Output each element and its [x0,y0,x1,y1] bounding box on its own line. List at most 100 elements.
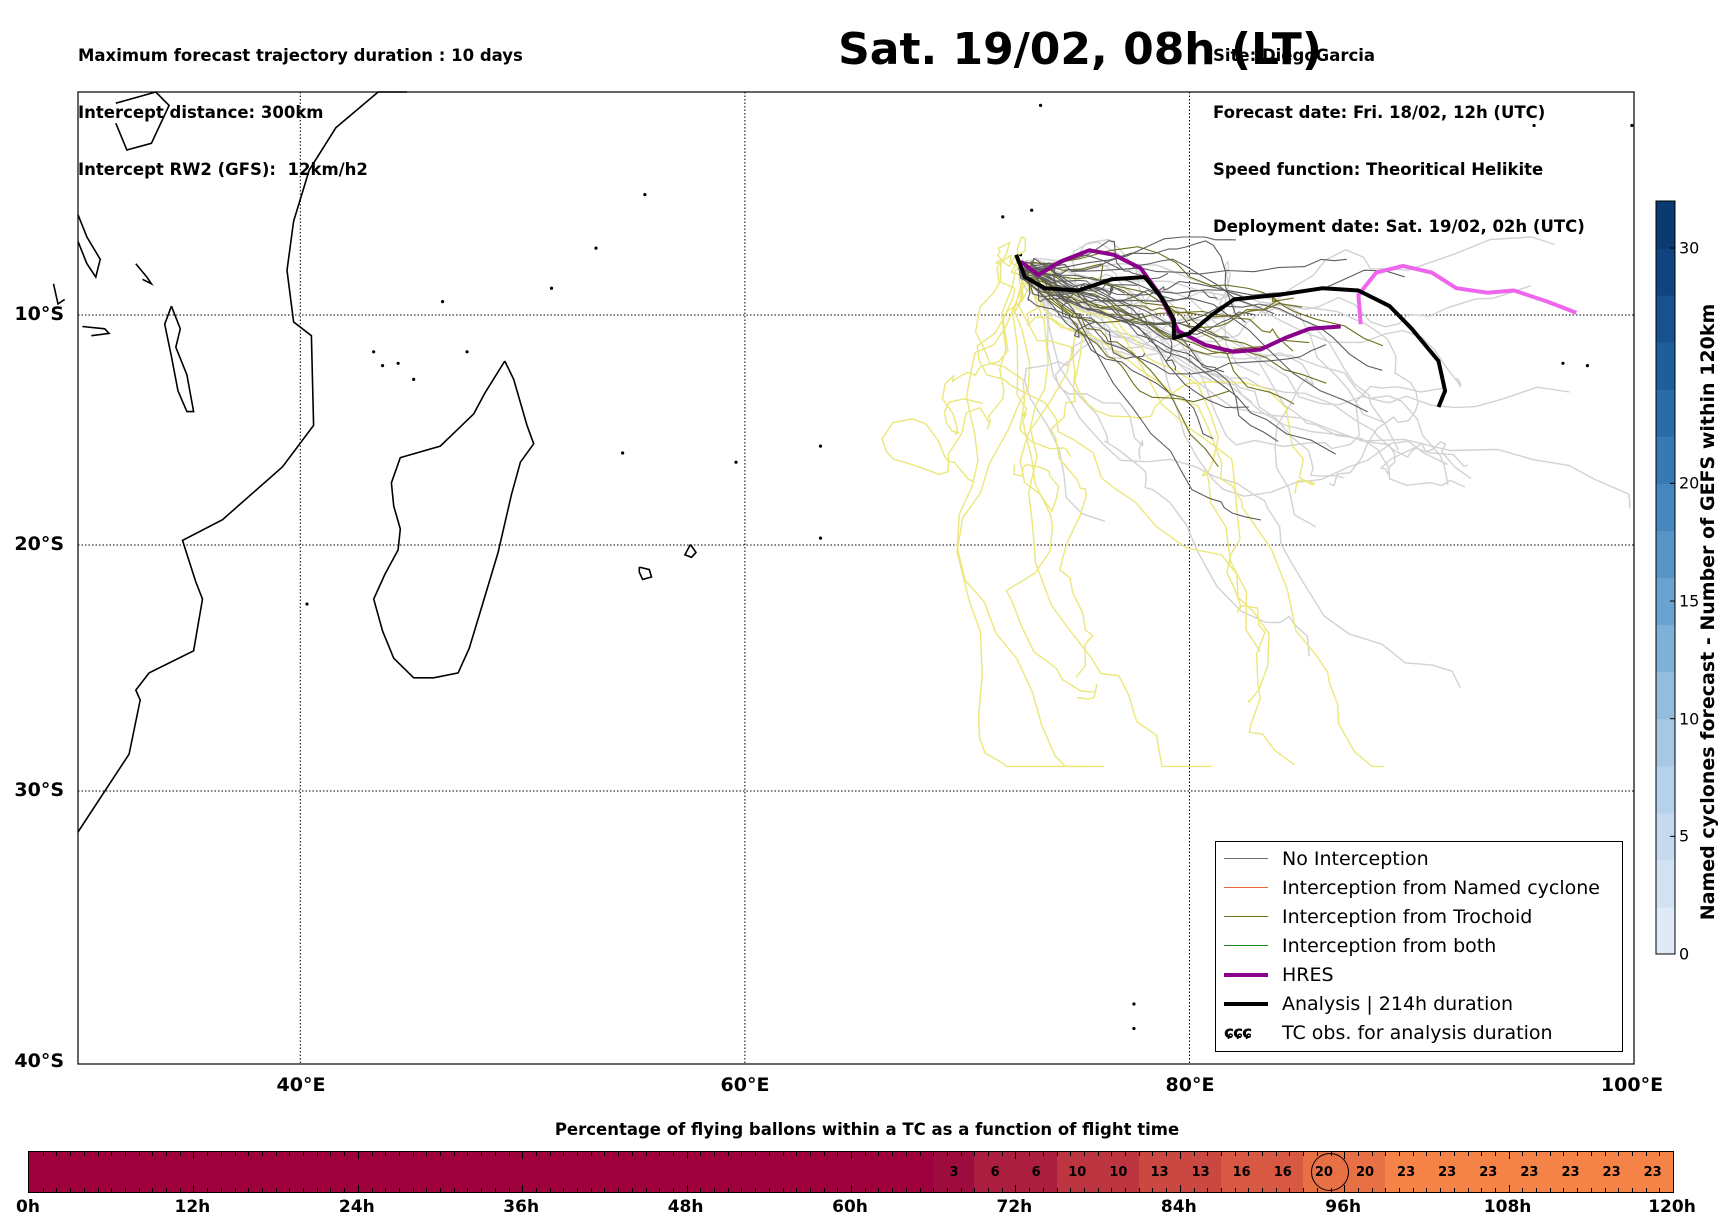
timeline-tick [851,1185,852,1192]
timeline-tick [768,1152,770,1156]
timeline-tick [1207,1188,1209,1192]
timeline-tick [755,1188,757,1192]
timeline-tick [1549,1188,1551,1192]
timeline-tick [193,1185,195,1192]
lake-tanganyika [77,214,102,280]
timeline-tick [1275,1188,1277,1192]
timeline-tick [522,1185,524,1192]
timeline-tick [1125,1188,1126,1192]
timeline-tick [618,1188,620,1192]
timeline-tick [42,1188,44,1192]
timeline-tick [919,1152,921,1156]
coastlines [52,91,1634,1031]
colorbar-segment [1656,812,1675,861]
map-grid [78,92,1634,1064]
islet [1532,123,1536,128]
timeline-tick [1494,1152,1496,1156]
timeline-tick [1618,1152,1620,1156]
main-tracks [1014,248,1578,408]
timeline-label: 84h [1160,1197,1197,1217]
timeline-label: 12h [174,1197,211,1217]
timeline-tick [782,1188,784,1192]
timeline-tick [1357,1188,1359,1192]
timeline-tick [782,1152,784,1156]
timeline-tick [1029,1152,1031,1156]
timeline-tick [303,1188,304,1192]
timeline-tick [481,1152,483,1156]
timeline-tick [166,1188,167,1192]
ensemble-track [1030,261,1258,350]
timeline-tick [481,1188,483,1192]
timeline-tick [207,1152,209,1156]
timeline-tick [727,1188,729,1192]
islet [1585,364,1590,368]
ensemble-track [1020,261,1310,657]
timeline-tick [371,1152,373,1156]
lake-outline [52,283,66,306]
timeline-tick [905,1152,907,1156]
timeline-cell: 6 [974,1152,1016,1192]
timeline-tick [549,1188,551,1192]
timeline-tick [261,1188,263,1192]
colorbar-tick-label: 10 [1679,709,1700,729]
timeline-tick [1549,1152,1551,1156]
timeline-cell: 20 [1344,1152,1386,1192]
timeline-tick [220,1152,222,1156]
lat-label: 10°S [14,303,64,325]
timeline-tick [412,1152,414,1156]
timeline-tick [124,1188,126,1192]
timeline-tick [974,1188,976,1192]
colorbar-frame [1655,200,1676,955]
timeline-tick [412,1188,414,1192]
timeline-tick [1659,1188,1661,1192]
timeline-label: 72h [996,1197,1033,1217]
timeline-tick [1481,1152,1483,1156]
islet [818,536,823,540]
colorbar-segment [1656,718,1675,767]
timeline-label: 36h [503,1197,540,1217]
colorbar-tick-label: 20 [1679,473,1700,493]
timeline-tick [166,1152,167,1156]
timeline-tick [1536,1152,1537,1156]
timeline-tick [905,1188,907,1192]
islet [372,350,376,354]
ensemble-track [1023,275,1302,317]
timeline-tick [659,1152,661,1156]
timeline-tick [261,1152,263,1156]
timeline-tick [1111,1188,1113,1192]
colorbar-segment [1656,859,1675,908]
colorbar-segment [1656,436,1675,484]
ensemble-track [1018,273,1327,375]
legend-item: Interception from both [1224,931,1496,960]
timeline-label: 24h [338,1197,375,1217]
hres-track-extension [1356,263,1578,325]
ensemble-track [976,268,1270,703]
timeline-tick [1577,1152,1579,1156]
timeline-tick [1563,1188,1565,1192]
timeline-tick [83,1188,85,1192]
legend-swatch [1224,945,1268,946]
timeline-tick [878,1152,880,1156]
timeline-tick [453,1188,455,1192]
timeline-tick [42,1152,44,1156]
islet [1132,1002,1136,1006]
timeline-tick [823,1188,825,1192]
ensemble-track [1018,273,1177,371]
timeline-tick [864,1152,866,1156]
timeline-tick [1618,1188,1620,1192]
timeline-tick [248,1188,250,1192]
ensemble-track [1018,277,1094,678]
timeline-label: 0h [16,1197,40,1217]
timeline-tick [330,1152,332,1156]
timeline-cell: 16 [1220,1152,1263,1192]
legend-swatch [1224,916,1268,917]
colorbar-segment [1656,248,1675,296]
islet [440,300,445,304]
timeline-tick [563,1188,565,1192]
timeline-tick [1385,1152,1387,1156]
timeline-tick [1001,1188,1003,1192]
header-left-line: Maximum forecast trajectory duration : 1… [78,46,523,65]
legend-label: Interception from Trochoid [1282,905,1533,928]
timeline-tick [1207,1152,1209,1156]
ensemble-track [1023,278,1219,468]
